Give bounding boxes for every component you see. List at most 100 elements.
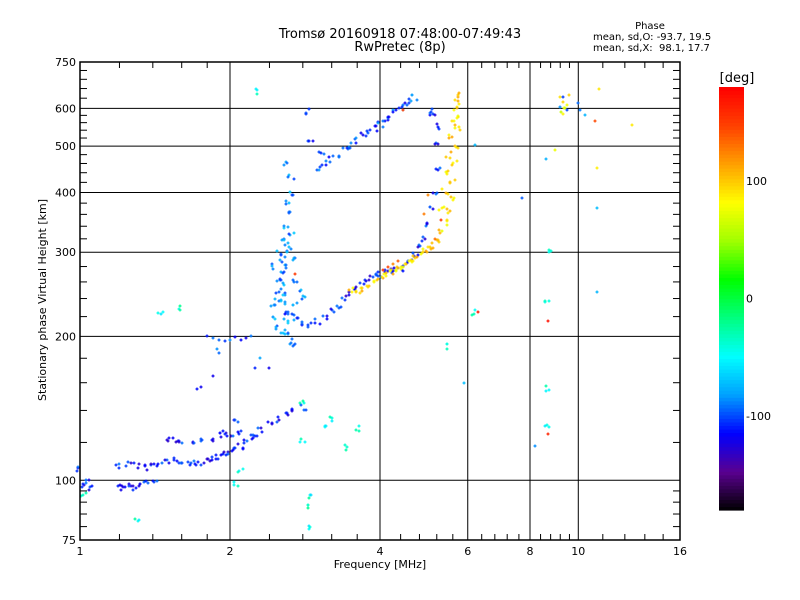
data-point bbox=[196, 460, 200, 464]
data-point bbox=[167, 461, 171, 465]
data-point bbox=[291, 258, 295, 262]
data-point bbox=[217, 338, 221, 342]
data-point bbox=[368, 274, 372, 278]
data-point bbox=[476, 310, 480, 314]
data-point bbox=[438, 166, 442, 170]
data-point bbox=[267, 366, 271, 370]
data-point bbox=[384, 271, 388, 275]
colorbar-segment bbox=[719, 323, 744, 328]
colorbar-segment bbox=[719, 178, 744, 183]
data-point bbox=[283, 332, 287, 336]
data-point bbox=[389, 268, 393, 272]
colorbar-segment bbox=[719, 407, 744, 412]
data-point bbox=[380, 275, 384, 279]
data-point bbox=[205, 457, 209, 461]
data-point bbox=[137, 518, 141, 522]
data-point bbox=[284, 199, 288, 203]
colorbar-segment bbox=[719, 273, 744, 278]
data-point bbox=[84, 481, 88, 485]
data-point bbox=[194, 463, 198, 467]
data-point bbox=[440, 187, 444, 191]
data-point bbox=[558, 105, 562, 109]
data-point bbox=[348, 146, 352, 150]
data-point bbox=[298, 401, 302, 405]
data-point bbox=[286, 175, 290, 179]
x-tick-label: 16 bbox=[673, 545, 687, 558]
trace-f2-o-trace-upper bbox=[283, 93, 419, 327]
data-point bbox=[202, 461, 206, 465]
data-point bbox=[449, 150, 453, 154]
data-point bbox=[565, 103, 569, 107]
colorbar-segment bbox=[719, 404, 744, 409]
data-point bbox=[382, 272, 386, 276]
data-point bbox=[221, 429, 225, 433]
chart-subtitle: RwPretec (8p) bbox=[354, 40, 446, 55]
data-point bbox=[449, 195, 453, 199]
colorbar-segment bbox=[719, 220, 744, 226]
colorbar-segment bbox=[719, 252, 744, 257]
data-point bbox=[361, 133, 365, 137]
data-point bbox=[445, 347, 449, 351]
data-point bbox=[216, 457, 220, 461]
data-point bbox=[80, 485, 84, 489]
colorbar-segment bbox=[719, 94, 744, 99]
data-point bbox=[344, 448, 348, 452]
colorbar-segment bbox=[719, 361, 744, 367]
y-tick-label: 200 bbox=[55, 330, 76, 343]
data-point bbox=[87, 478, 91, 482]
colorbar-segment bbox=[719, 485, 744, 490]
trace-f1-cusp bbox=[195, 334, 271, 391]
data-point bbox=[431, 207, 435, 211]
data-point bbox=[392, 266, 396, 270]
data-point bbox=[428, 205, 432, 209]
data-point bbox=[286, 413, 290, 417]
data-point bbox=[424, 249, 428, 253]
data-point bbox=[288, 190, 292, 194]
data-point bbox=[192, 459, 196, 463]
data-point bbox=[421, 250, 425, 254]
colorbar-segment bbox=[719, 87, 744, 92]
colorbar-segment bbox=[719, 414, 744, 419]
data-point bbox=[218, 431, 222, 435]
data-point bbox=[152, 462, 156, 466]
stats-x-mode: mean, sd,X: 98.1, 17.7 bbox=[593, 43, 710, 54]
colorbar-segment bbox=[719, 499, 744, 504]
data-point bbox=[446, 169, 450, 173]
colorbar-segment bbox=[719, 168, 744, 173]
y-tick-label: 600 bbox=[55, 102, 76, 115]
data-point bbox=[451, 161, 455, 165]
data-point bbox=[366, 131, 370, 135]
data-point bbox=[236, 420, 240, 424]
y-tick-label: 300 bbox=[55, 246, 76, 259]
data-point bbox=[199, 463, 203, 467]
data-point bbox=[436, 168, 440, 172]
data-point bbox=[307, 527, 311, 531]
data-point bbox=[237, 432, 241, 436]
data-point bbox=[438, 231, 442, 235]
data-point bbox=[433, 113, 437, 117]
data-point bbox=[429, 247, 433, 251]
data-point bbox=[84, 491, 88, 495]
data-point bbox=[425, 222, 429, 226]
colorbar-segment bbox=[719, 390, 744, 395]
colorbar-segment bbox=[719, 446, 744, 451]
data-point bbox=[544, 157, 548, 161]
data-point bbox=[292, 280, 296, 284]
colorbar-segment bbox=[719, 386, 744, 391]
colorbar-segment bbox=[719, 316, 744, 321]
data-point bbox=[278, 277, 282, 281]
data-point bbox=[282, 163, 286, 167]
data-point bbox=[159, 312, 163, 316]
data-point bbox=[450, 163, 454, 167]
colorbar-segment bbox=[719, 228, 744, 233]
data-point bbox=[324, 159, 328, 163]
data-point bbox=[401, 265, 405, 269]
x-axis-label: Frequency [MHz] bbox=[334, 558, 426, 571]
data-point bbox=[413, 256, 417, 260]
data-point bbox=[271, 267, 275, 271]
data-point bbox=[278, 258, 282, 262]
data-point bbox=[429, 110, 433, 114]
data-point bbox=[155, 464, 159, 468]
colorbar-segment bbox=[719, 453, 744, 458]
data-point bbox=[365, 284, 369, 288]
